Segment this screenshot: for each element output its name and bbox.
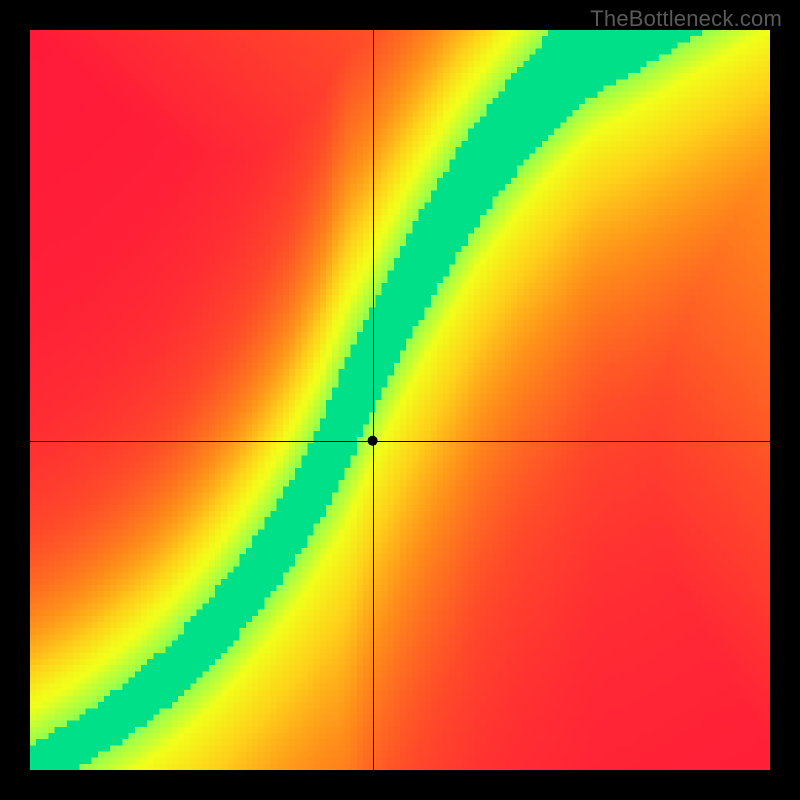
crosshair-overlay (0, 0, 800, 800)
watermark-text: TheBottleneck.com (590, 6, 782, 32)
chart-wrapper: TheBottleneck.com (0, 0, 800, 800)
